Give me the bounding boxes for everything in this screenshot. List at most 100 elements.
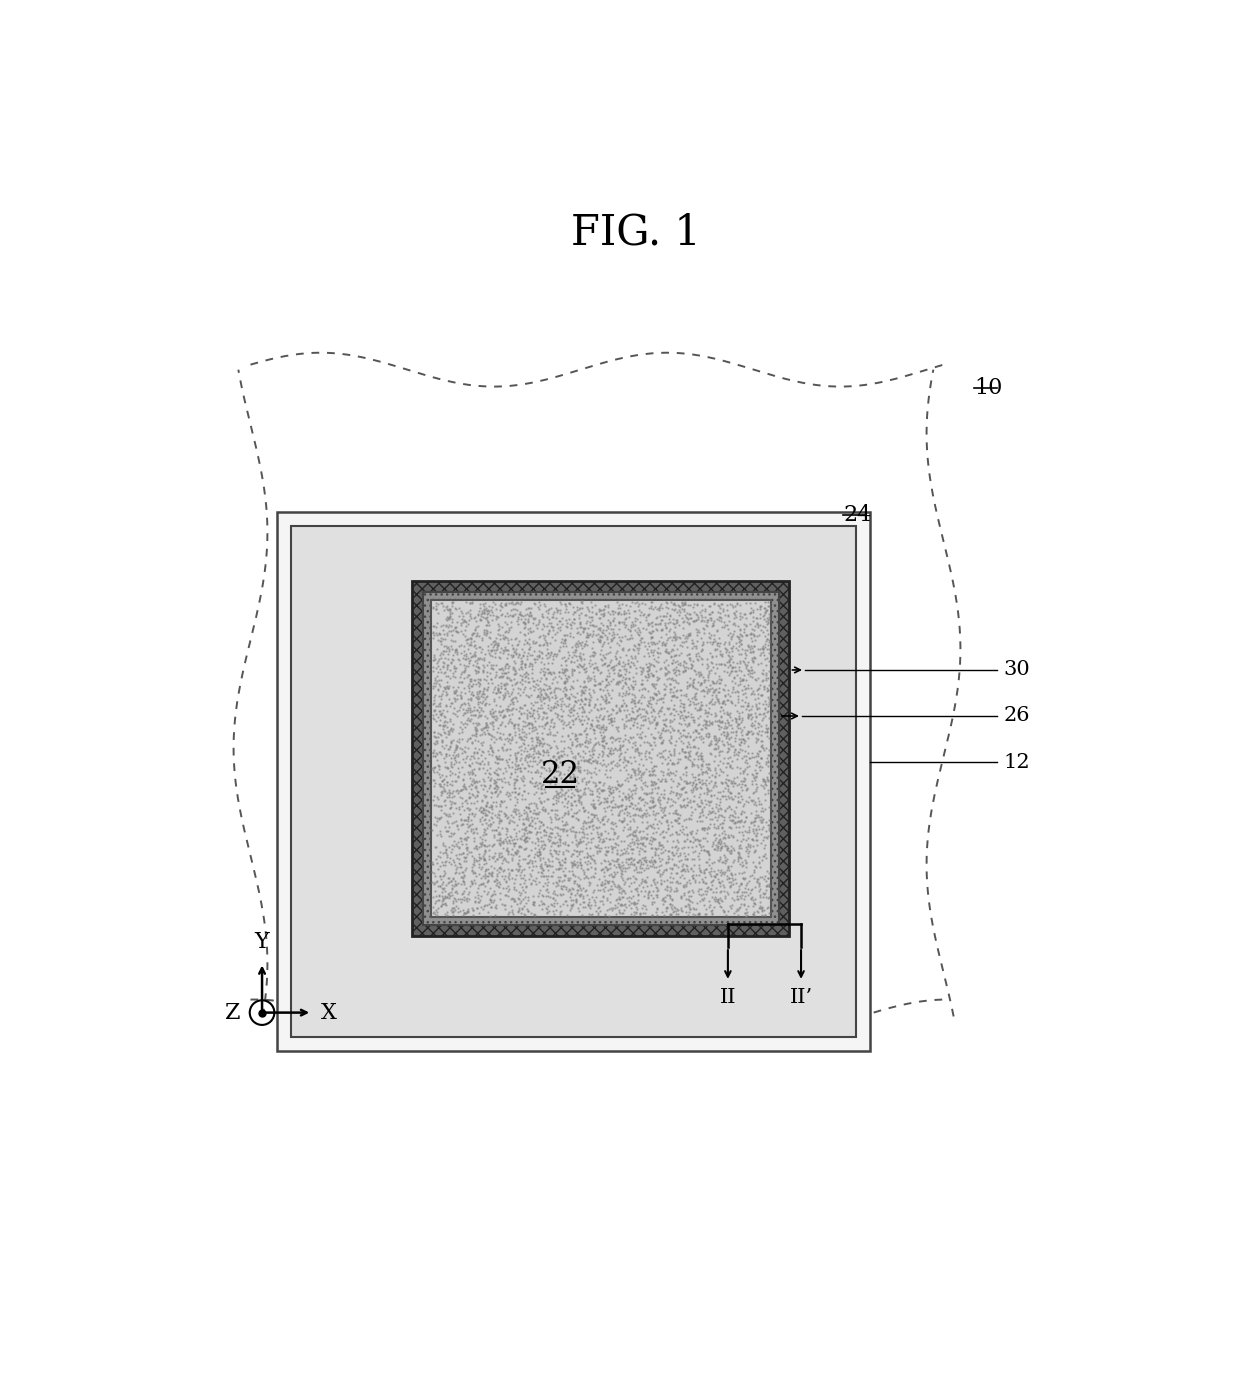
Point xyxy=(722,842,742,864)
Point xyxy=(438,676,458,698)
Point xyxy=(735,698,755,720)
Point xyxy=(539,661,559,683)
Point xyxy=(693,817,713,839)
Point xyxy=(609,880,629,903)
Point xyxy=(694,610,714,632)
Point xyxy=(574,782,594,805)
Point xyxy=(657,763,677,785)
Point xyxy=(754,707,774,729)
Point xyxy=(539,831,559,853)
Point xyxy=(644,654,663,676)
Point xyxy=(466,796,486,818)
Point xyxy=(568,635,588,657)
Point xyxy=(470,669,490,691)
Point xyxy=(611,882,631,904)
Point xyxy=(485,781,505,803)
Point xyxy=(423,871,443,893)
Point xyxy=(574,800,594,822)
Point xyxy=(749,676,769,698)
Point xyxy=(537,767,557,789)
Point xyxy=(699,847,719,869)
Point xyxy=(719,707,739,729)
Point xyxy=(630,796,650,818)
Point xyxy=(489,658,508,680)
Point xyxy=(484,769,503,791)
Point xyxy=(715,827,735,849)
Point xyxy=(439,720,459,742)
Point xyxy=(515,828,534,850)
Point xyxy=(645,856,665,878)
Point xyxy=(748,745,768,767)
Point xyxy=(671,784,691,806)
Point xyxy=(672,856,692,878)
Point xyxy=(543,793,563,816)
Point xyxy=(609,603,629,625)
Point xyxy=(645,807,665,829)
Point xyxy=(451,887,471,909)
Point xyxy=(733,738,753,760)
Point xyxy=(541,661,560,683)
Point xyxy=(652,861,672,883)
Point xyxy=(723,824,743,846)
Point xyxy=(428,679,448,701)
Point xyxy=(542,865,562,887)
Point xyxy=(507,842,527,864)
Point xyxy=(556,650,575,672)
Point xyxy=(495,656,515,678)
Point xyxy=(751,748,771,770)
Point xyxy=(699,726,719,748)
Point xyxy=(706,629,725,651)
Point xyxy=(675,894,694,916)
Point xyxy=(533,624,553,646)
Point xyxy=(512,898,532,920)
Point xyxy=(501,615,521,638)
Point xyxy=(441,609,461,631)
Point xyxy=(598,708,618,730)
Point xyxy=(565,686,585,708)
Point xyxy=(724,707,744,729)
Point xyxy=(551,834,570,856)
Point xyxy=(585,796,605,818)
Point xyxy=(496,817,516,839)
Point xyxy=(677,787,697,809)
Point xyxy=(558,602,578,624)
Point xyxy=(551,828,570,850)
Point xyxy=(683,690,703,712)
Point xyxy=(579,693,599,715)
Point xyxy=(748,614,768,636)
Point xyxy=(515,838,534,860)
Point xyxy=(570,733,590,755)
Point xyxy=(735,691,755,713)
Point xyxy=(563,684,583,707)
Point xyxy=(653,871,673,893)
Point xyxy=(570,791,590,813)
Point xyxy=(538,864,558,886)
Point xyxy=(627,595,647,617)
Point xyxy=(475,875,495,897)
Point xyxy=(641,723,661,745)
Point xyxy=(542,770,562,792)
Point xyxy=(596,766,616,788)
Point xyxy=(742,640,761,662)
Point xyxy=(449,598,469,620)
Point xyxy=(484,777,503,799)
Point xyxy=(722,773,742,795)
Point xyxy=(725,785,745,807)
Point xyxy=(738,885,758,907)
Point xyxy=(572,840,591,862)
Point xyxy=(526,726,546,748)
Point xyxy=(527,827,547,849)
Point xyxy=(689,700,709,722)
Point xyxy=(541,715,560,737)
Point xyxy=(552,661,572,683)
Point xyxy=(684,660,704,682)
Point xyxy=(554,678,574,700)
Point xyxy=(572,904,591,926)
Point xyxy=(677,636,697,658)
Point xyxy=(476,598,496,620)
Point xyxy=(562,778,582,800)
Point xyxy=(625,686,645,708)
Point xyxy=(735,654,755,676)
Point xyxy=(563,596,583,618)
Point xyxy=(491,769,511,791)
